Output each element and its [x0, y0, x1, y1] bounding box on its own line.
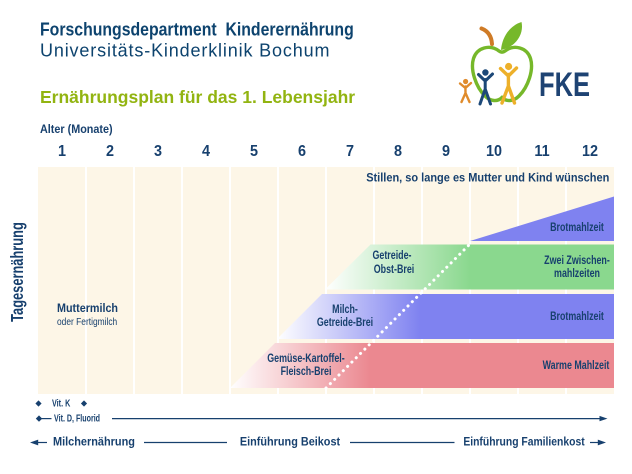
month-tick: 11 [534, 142, 550, 160]
phase-milchernaehrung: Milchernährung [53, 435, 135, 448]
band-label-gemuese-kartoffel-fleisch-brei: Gemüse-Kartoffel- [267, 351, 345, 366]
month-tick: 4 [201, 142, 211, 160]
band-label-brotmahlzeit: Brotmahlzeit [550, 308, 604, 323]
month-tick: 12 [581, 142, 599, 160]
cheering-figure-blue-icon [477, 69, 494, 106]
x-axis-label: Alter (Monate) [40, 121, 113, 136]
band-label-milch-getreide-brei: Milch- [332, 302, 358, 317]
plan-title: Ernährungsplan für das 1. Lebensjahr [40, 86, 356, 107]
month-tick: 2 [105, 142, 115, 160]
phase-einfuehrung-familienkost: Einführung Familienkost [462, 435, 585, 448]
band-label-getreide-obst-brei: Getreide- [372, 248, 412, 263]
vitamin-d-fluorid-arrow-line [35, 415, 608, 422]
vitamin-k-label: Vit. K [52, 397, 71, 409]
beikost-to-familienkost-transition-line [324, 241, 473, 390]
month-tick: 1 [57, 142, 67, 160]
band-getreide-obst-brei-area [325, 244, 614, 290]
month-tick: 3 [153, 142, 163, 160]
logo-text: FKE [539, 66, 590, 104]
apple-outline-icon [470, 45, 534, 103]
apple-leaf-icon [501, 22, 522, 50]
month-tick: 5 [249, 142, 259, 160]
department-title: Forschungsdepartment Kinderernährung [40, 18, 354, 40]
apple-stem-icon [479, 26, 494, 46]
clinic-subtitle: Universitäts-Kinderklinik Bochum [40, 40, 331, 61]
month-tick: 7 [345, 142, 355, 160]
vitamin-k-diamond-icons [35, 400, 88, 407]
month-tick: 10 [485, 142, 503, 160]
breastfeeding-annotation: Stillen, so lange es Mutter und Kind wün… [365, 171, 609, 184]
band-label-brotmahlzeit-zusatz: Brotmahlzeit [550, 219, 604, 234]
band-label-gemuese-kartoffel-fleisch-brei: Fleisch-Brei [280, 364, 332, 379]
band-label-zwei-zwischenmahlzeiten: mahlzeiten [553, 266, 600, 281]
cheering-figure-yellow-icon [498, 62, 519, 105]
band-label-milch-getreide-brei: Getreide-Brei [316, 315, 374, 330]
month-tick: 9 [441, 142, 451, 160]
band-label-warme-mahlzeit: Warme Mahlzeit [542, 357, 610, 372]
month-tick: 8 [393, 142, 403, 160]
band-label-zwei-zwischenmahlzeiten: Zwei Zwischen- [543, 252, 610, 267]
cheering-figure-orange-icon [458, 78, 473, 104]
phase-arrows-and-rules [30, 439, 606, 446]
band-label-getreide-obst-brei: Obst-Brei [373, 261, 415, 276]
band-brotmahlzeit-zusatz-wedge [470, 196, 614, 241]
y-axis-label: Tagesernährung [6, 221, 27, 322]
phase-einfuehrung-beikost: Einführung Beikost [239, 435, 341, 448]
month-tick: 6 [297, 142, 307, 160]
vitamin-d-fluorid-label: Vit. D, Fluorid [53, 412, 100, 424]
breast-milk-sublabel: oder Fertigmilch [57, 315, 118, 328]
fke-logo: FKE [458, 22, 590, 106]
band-milch-getreide-brei-area [277, 294, 614, 339]
band-gemuese-kartoffel-fleisch-brei-area [230, 343, 614, 388]
breast-milk-label: Muttermilch [57, 300, 119, 315]
